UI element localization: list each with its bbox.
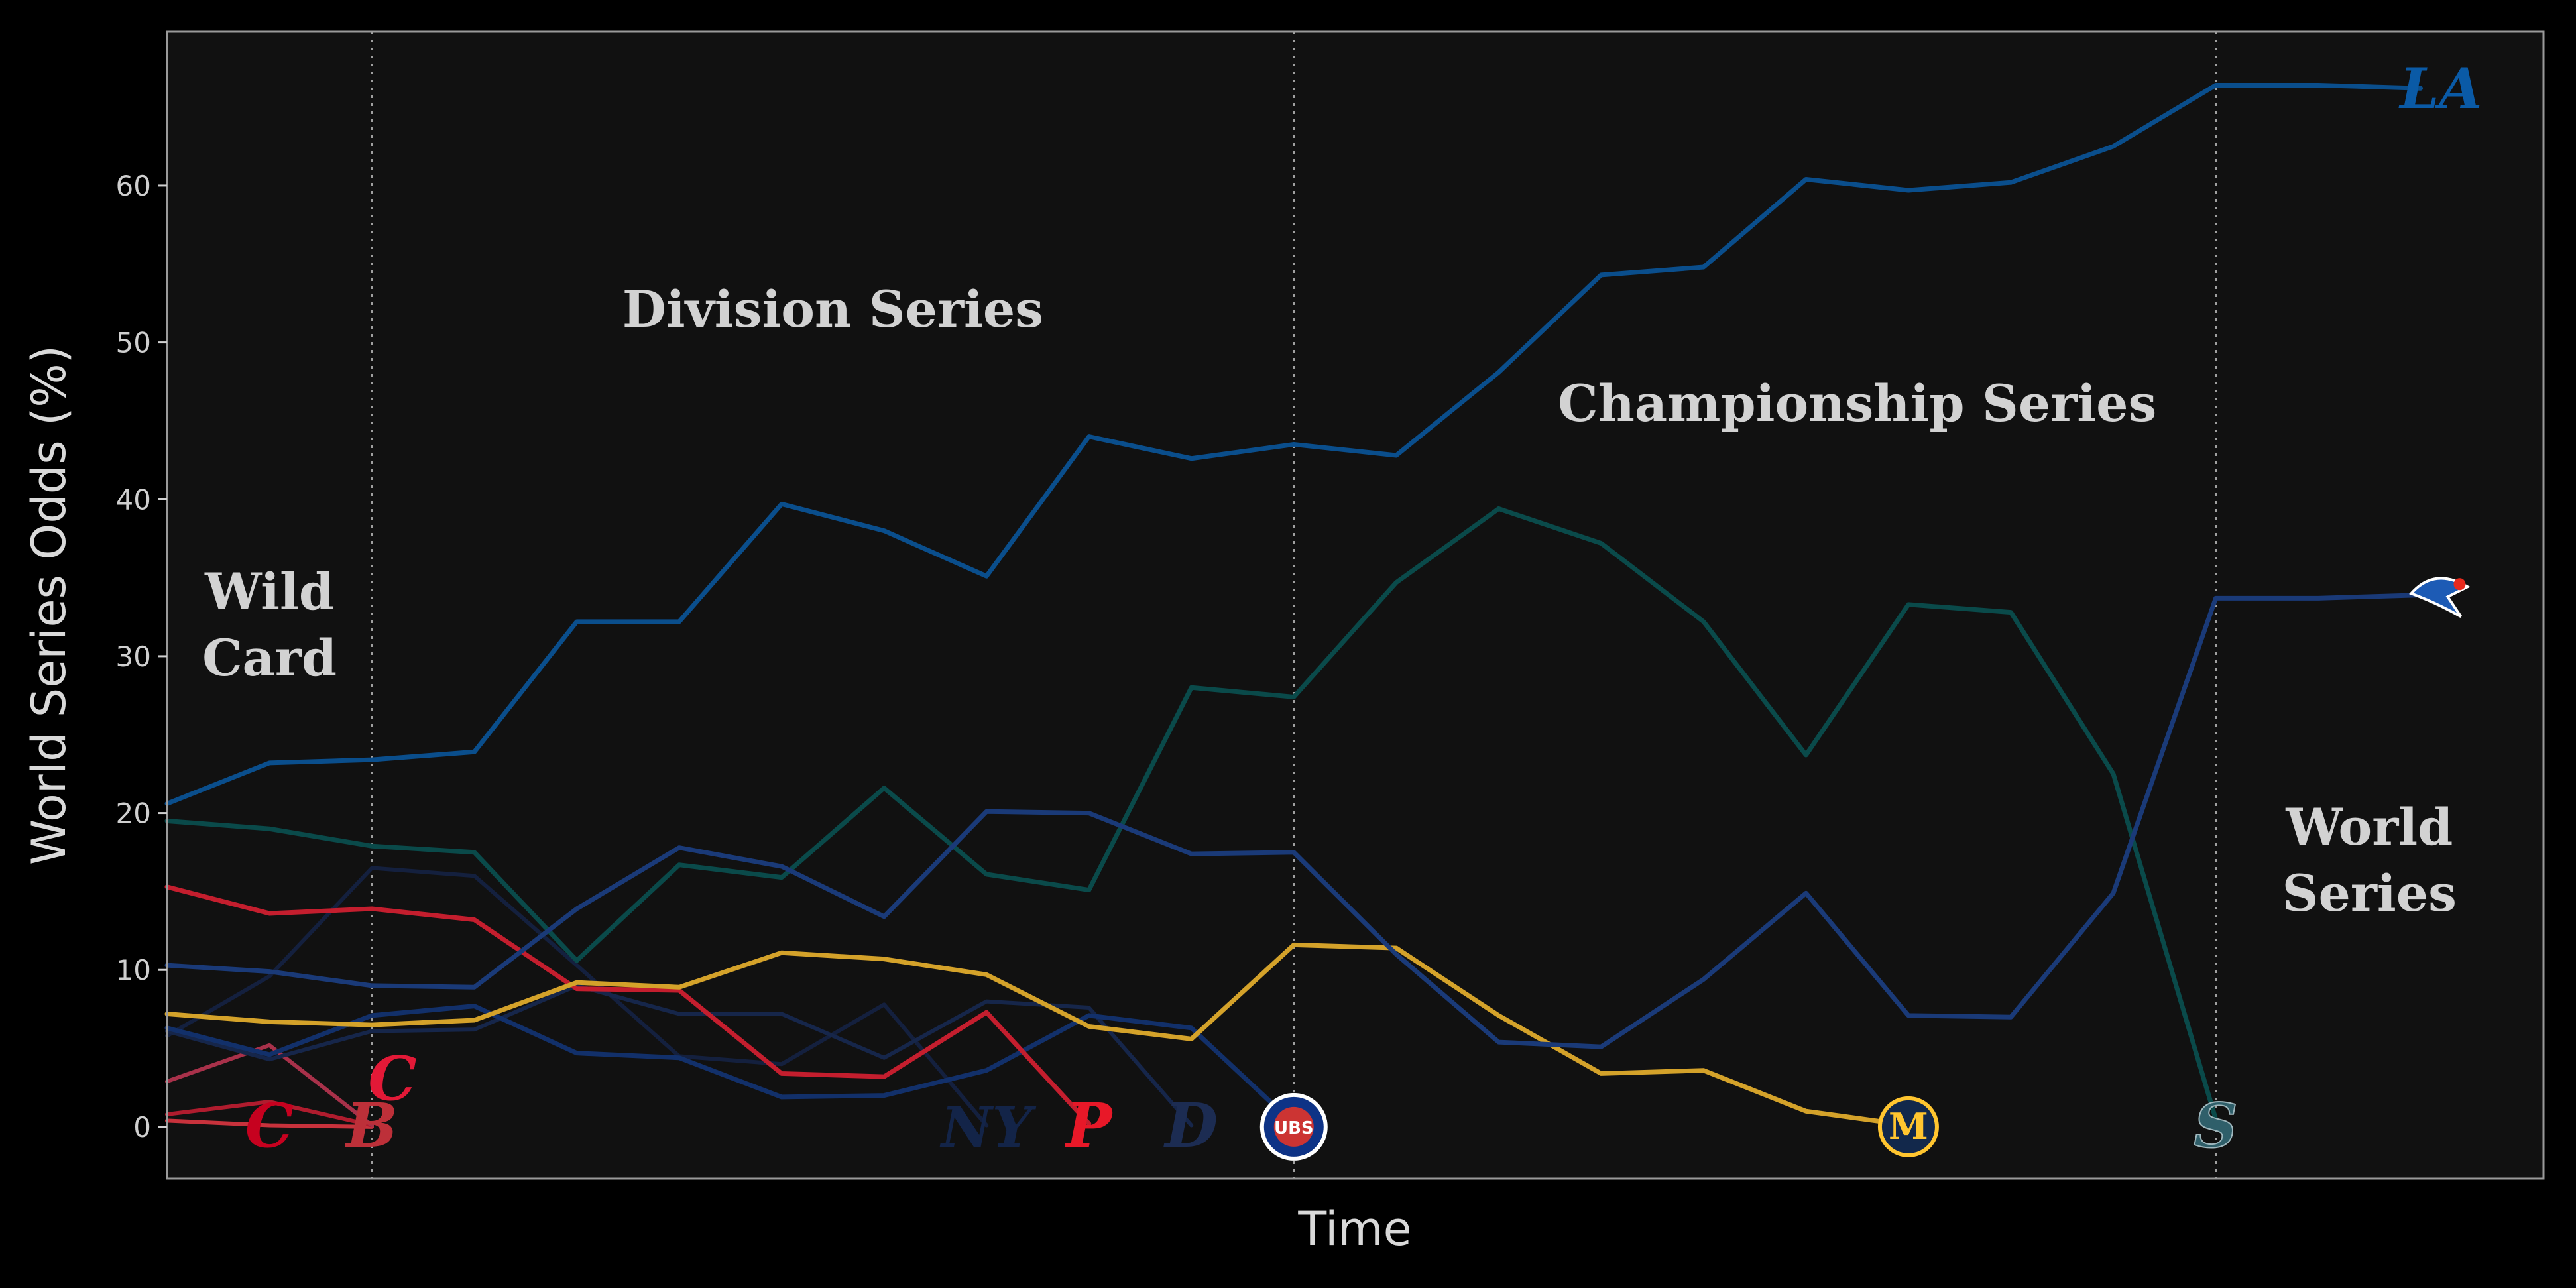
round-label-line: World bbox=[2285, 797, 2453, 856]
round-label-line: Wild bbox=[204, 562, 334, 621]
team-logo-mariners-icon: S bbox=[2193, 1089, 2238, 1162]
y-tick-label: 20 bbox=[116, 797, 151, 830]
x-axis-label: Time bbox=[1297, 1202, 1411, 1256]
round-label: Wild Card bbox=[202, 562, 337, 687]
team-logo-cubs-icon: UBS bbox=[1259, 1092, 1328, 1161]
series-line-dodgers bbox=[164, 82, 2424, 806]
y-tick-label: 50 bbox=[116, 327, 151, 359]
team-logo-blue-jays-icon bbox=[2409, 577, 2471, 618]
team-logo-yankees-icon: NY bbox=[939, 1094, 1037, 1160]
series-line-cubs bbox=[164, 1004, 1297, 1126]
series-lines bbox=[164, 82, 2424, 1129]
svg-text:C: C bbox=[368, 1043, 416, 1114]
svg-text:M: M bbox=[1889, 1105, 1928, 1147]
svg-text:D: D bbox=[1163, 1090, 1218, 1161]
svg-text:C: C bbox=[245, 1090, 294, 1161]
round-label-line: Series bbox=[2282, 864, 2457, 923]
team-logos: LA C C B NY P D UBS M S bbox=[245, 56, 2483, 1162]
svg-text:UBS: UBS bbox=[1274, 1118, 1314, 1138]
round-label: World Series bbox=[2282, 797, 2457, 923]
y-axis-label: World Series Odds (%) bbox=[22, 345, 76, 865]
team-logo-reds-icon: C bbox=[245, 1090, 294, 1161]
y-axis: 0 10 20 30 40 50 60 bbox=[116, 170, 167, 1143]
team-logo-brewers-icon: M bbox=[1877, 1096, 1939, 1157]
series-line-tigers bbox=[165, 983, 1194, 1128]
series-line-red-sox bbox=[165, 1118, 375, 1129]
svg-text:S: S bbox=[2194, 1090, 2237, 1161]
series-line-reds bbox=[165, 1100, 375, 1128]
team-logo-guardians-icon: C bbox=[368, 1043, 416, 1114]
svg-text:P: P bbox=[1064, 1090, 1114, 1161]
round-label: Division Series bbox=[622, 280, 1043, 339]
team-logo-red-sox-icon: B bbox=[344, 1090, 398, 1161]
series-line-blue-jays bbox=[164, 593, 2424, 1049]
y-tick-label: 0 bbox=[133, 1111, 151, 1143]
round-labels: Wild Card Division Series Championship Seri… bbox=[202, 280, 2457, 923]
y-tick-label: 30 bbox=[116, 640, 151, 673]
team-logo-tigers-icon: D bbox=[1163, 1090, 1218, 1161]
series-line-yankees bbox=[165, 866, 989, 1128]
svg-text:LA: LA bbox=[2398, 56, 2482, 121]
team-logo-dodgers-icon: LA bbox=[2398, 56, 2482, 121]
y-tick-label: 60 bbox=[116, 170, 151, 202]
svg-text:B: B bbox=[344, 1090, 398, 1161]
series-line-mariners bbox=[164, 506, 2219, 1122]
round-label: Championship Series bbox=[1558, 374, 2156, 433]
series-line-phillies bbox=[164, 884, 1092, 1126]
team-logo-phillies-icon: P bbox=[1064, 1090, 1114, 1161]
series-line-brewers bbox=[164, 942, 1911, 1128]
round-label-line: Division Series bbox=[622, 280, 1043, 339]
y-tick-label: 40 bbox=[116, 483, 151, 516]
plot-frame bbox=[166, 30, 2545, 1180]
round-label-line: Championship Series bbox=[1558, 374, 2156, 433]
series-line-guardians bbox=[165, 1043, 375, 1128]
round-label-line: Card bbox=[202, 628, 337, 687]
svg-text:NY: NY bbox=[939, 1094, 1037, 1160]
y-tick-label: 10 bbox=[116, 954, 151, 986]
